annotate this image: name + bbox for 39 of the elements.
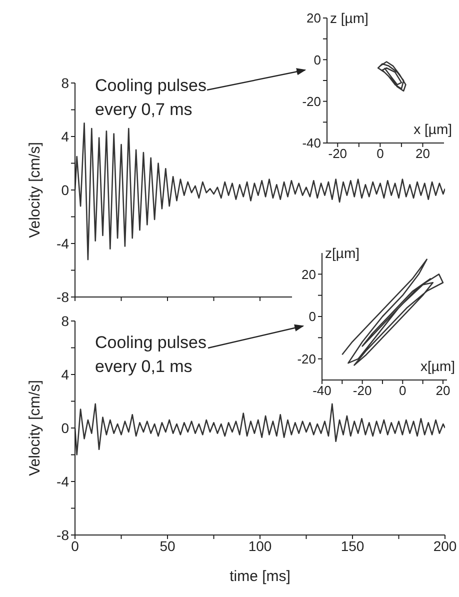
x-tick-label: 50	[160, 538, 176, 554]
y-tick-label: -20	[302, 94, 321, 109]
y-tick-label: -8	[56, 526, 70, 543]
x-tick-label: -20	[352, 383, 372, 398]
y-axis-title: Velocity [cm/s]	[26, 142, 44, 238]
annotation: Cooling pulses every 0,1 ms	[95, 332, 208, 378]
y-tick-label: 4	[61, 128, 70, 144]
x-tick-label: 100	[248, 538, 272, 554]
x-tick-label: 200	[433, 538, 457, 554]
y-tick-label: 4	[61, 366, 70, 382]
x-axis-title: time [ms]	[230, 568, 290, 585]
x-tick-label: 0	[71, 538, 80, 554]
y-axis-title: z [µm]	[330, 10, 368, 26]
annotation: Cooling pulses every 0,7 ms	[95, 75, 208, 121]
y-tick-label: -4	[56, 235, 70, 252]
line-series	[377, 61, 406, 92]
y-tick-label: 8	[61, 312, 70, 329]
x-tick-label: 0	[376, 146, 384, 162]
y-tick-label: 8	[61, 74, 70, 91]
y-axis-title: z[µm]	[325, 245, 360, 261]
x-axis-title: x [µm]	[414, 121, 452, 137]
y-tick-label: -4	[56, 473, 70, 490]
x-tick-label: 0	[399, 383, 406, 398]
x-axis-title: x[µm]	[420, 358, 455, 374]
y-tick-label: 0	[61, 182, 70, 198]
line-series	[75, 403, 445, 456]
y-tick-label: 20	[302, 266, 316, 282]
y-tick-label: 20	[306, 10, 321, 26]
x-tick-label: -20	[328, 146, 348, 162]
x-tick-label: 20	[415, 146, 430, 162]
y-tick-label: -40	[302, 136, 321, 151]
y-tick-label: 0	[61, 420, 70, 436]
x-tick-label: 20	[436, 383, 450, 398]
x-tick-label: 150	[340, 538, 364, 554]
y-tick-label: 0	[308, 309, 316, 324]
y-tick-label: -20	[297, 351, 316, 366]
y-axis-title: Velocity [cm/s]	[26, 380, 44, 476]
y-tick-label: 0	[314, 52, 321, 68]
y-tick-label: -8	[56, 288, 70, 305]
